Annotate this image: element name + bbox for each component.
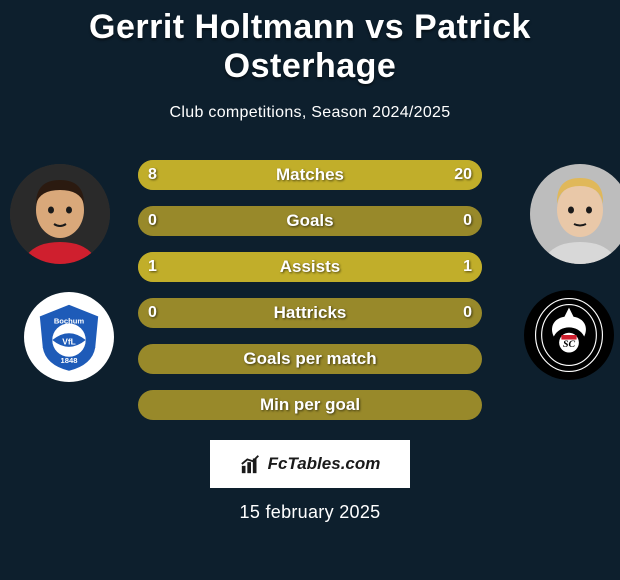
stat-value-right: 0 [463, 206, 472, 236]
stat-row: Goals per match [138, 344, 482, 374]
stat-row: Matches8 20 [138, 160, 482, 190]
stat-label: Assists [138, 252, 482, 282]
club-left-badge: Bochum VfL 1848 [24, 292, 114, 382]
player-left-avatar [10, 164, 110, 264]
page-title: Gerrit Holtmann vs Patrick Osterhage [0, 0, 620, 86]
club-left-icon: Bochum VfL 1848 [31, 299, 107, 375]
fctables-watermark: FcTables.com [210, 440, 410, 488]
svg-text:1848: 1848 [61, 356, 78, 365]
player-right-icon [530, 164, 620, 264]
stat-label: Hattricks [138, 298, 482, 328]
stat-value-left: 8 [148, 160, 157, 190]
club-right-icon: SC [531, 297, 607, 373]
subtitle: Club competitions, Season 2024/2025 [0, 104, 620, 122]
svg-text:SC: SC [563, 339, 575, 350]
svg-text:Bochum: Bochum [54, 316, 85, 325]
stat-bars: Matches820Goals00Assists11Hattricks00Goa… [138, 160, 482, 436]
stat-label: Min per goal [138, 390, 482, 420]
fctables-text: FcTables.com [268, 454, 381, 474]
chart-icon [240, 453, 262, 475]
stat-label: Matches [138, 160, 482, 190]
stat-label: Goals [138, 206, 482, 236]
club-right-badge: SC [524, 290, 614, 380]
stat-row: Min per goal [138, 390, 482, 420]
stat-label: Goals per match [138, 344, 482, 374]
stat-value-right: 20 [454, 160, 472, 190]
stat-row: Goals0 0 [138, 206, 482, 236]
stat-row: Hattricks0 0 [138, 298, 482, 328]
stat-value-left: 0 [148, 206, 157, 236]
svg-text:VfL: VfL [62, 337, 75, 347]
stat-value-left: 1 [148, 252, 157, 282]
stat-value-right: 0 [463, 298, 472, 328]
player-right-avatar [530, 164, 620, 264]
comparison-panel: Bochum VfL 1848 SC Matches820Goals00Assi… [0, 160, 620, 440]
stat-row: Assists1 1 [138, 252, 482, 282]
player-left-icon [10, 164, 110, 264]
stat-value-right: 1 [463, 252, 472, 282]
footer-date: 15 february 2025 [0, 502, 620, 523]
stat-value-left: 0 [148, 298, 157, 328]
